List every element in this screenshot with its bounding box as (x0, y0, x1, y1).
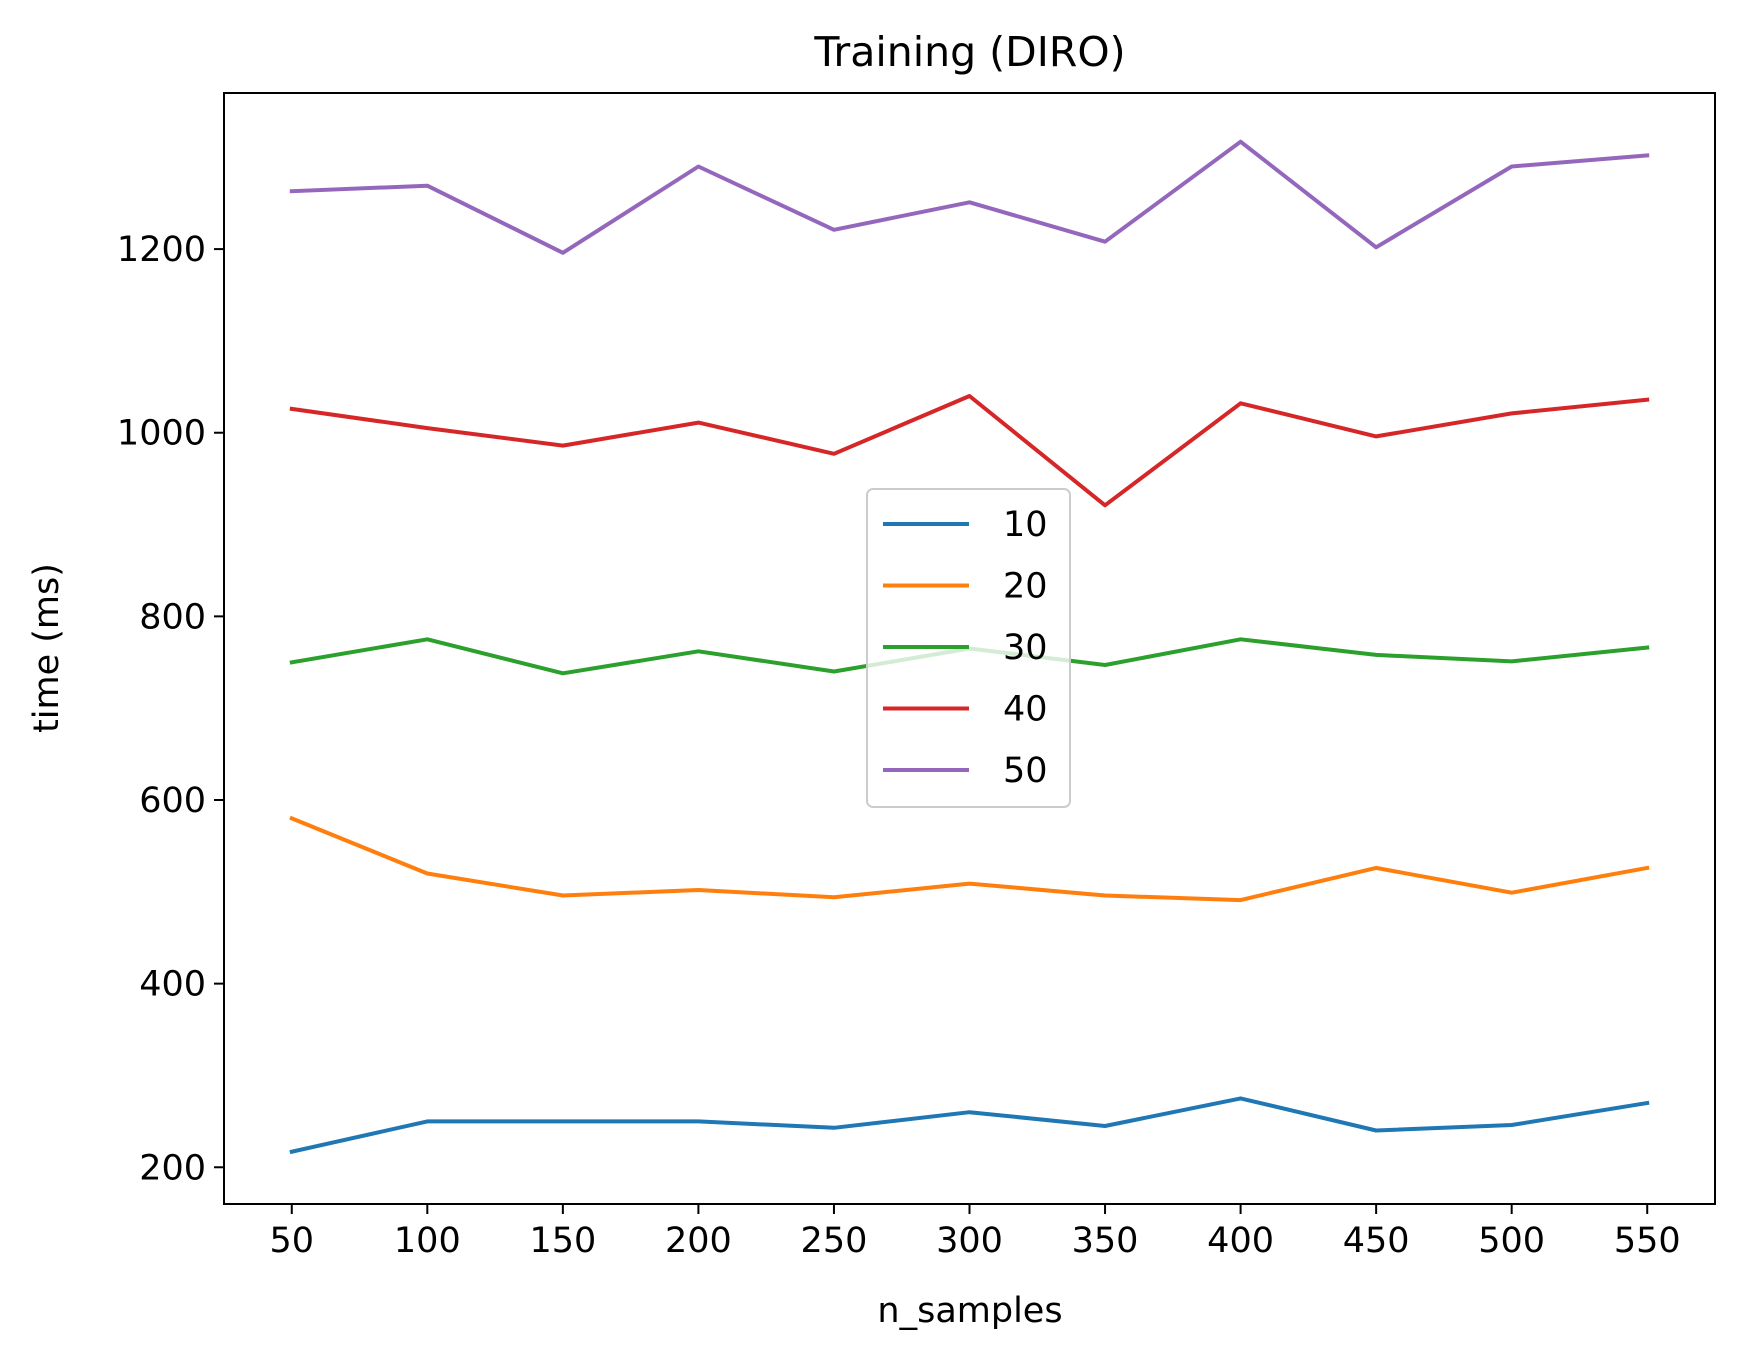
series-line-10 (289, 1096, 1650, 1155)
y-tick-label: 400 (139, 965, 206, 1005)
y-tick-label: 1000 (117, 414, 206, 454)
x-tick-label: 50 (269, 1221, 314, 1261)
legend: 10 20 30 40 50 (866, 488, 1071, 808)
x-tick-label: 250 (801, 1221, 868, 1261)
x-tick-label: 550 (1614, 1221, 1681, 1261)
legend-label-40: 40 (1003, 690, 1048, 730)
x-tick-label: 300 (936, 1221, 1003, 1261)
series-line-50 (289, 139, 1650, 255)
legend-label-50: 50 (1003, 751, 1048, 791)
x-tick-label: 400 (1207, 1221, 1274, 1261)
x-tick-label: 500 (1478, 1221, 1545, 1261)
y-tick-label: 800 (139, 597, 206, 637)
x-tick-label: 150 (529, 1221, 596, 1261)
chart-title: Training (DIRO) (813, 28, 1125, 76)
series-line-40 (289, 394, 1650, 508)
x-tick-label: 350 (1072, 1221, 1139, 1261)
x-tick-label: 450 (1343, 1221, 1410, 1261)
x-axis: 50 100 150 200 250 300 350 400 450 500 550 (269, 1204, 1681, 1261)
x-axis-label: n_samples (877, 1291, 1062, 1331)
legend-label-20: 20 (1003, 567, 1048, 607)
y-axis: 200 400 600 800 1000 1200 (117, 230, 224, 1188)
x-tick-label: 100 (394, 1221, 461, 1261)
legend-label-10: 10 (1003, 505, 1048, 545)
series-line-20 (289, 815, 1650, 903)
legend-label-30: 30 (1003, 628, 1048, 668)
y-tick-label: 1200 (117, 230, 206, 270)
y-tick-label: 200 (139, 1148, 206, 1188)
x-tick-label: 200 (665, 1221, 732, 1261)
y-axis-label: time (ms) (27, 563, 67, 733)
y-tick-label: 600 (139, 781, 206, 821)
